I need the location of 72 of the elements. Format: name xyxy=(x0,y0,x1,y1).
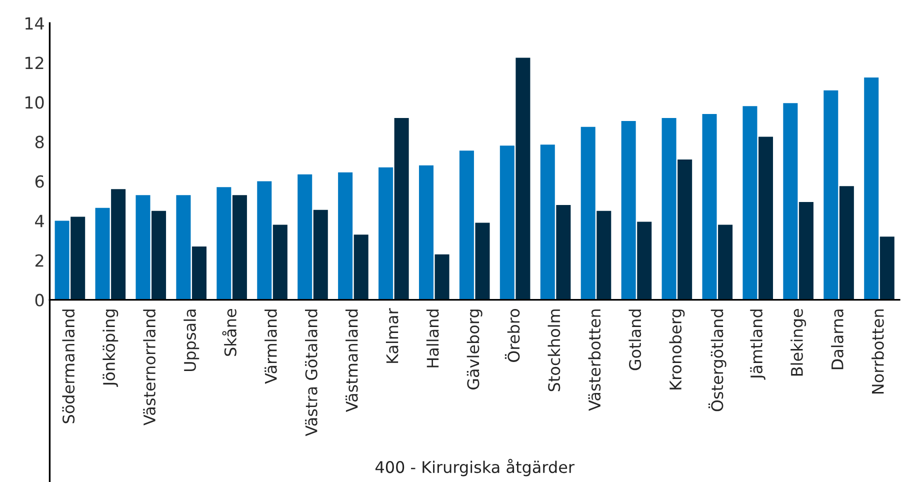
bar xyxy=(702,114,717,300)
bar xyxy=(272,224,288,300)
bar xyxy=(783,103,798,300)
bar xyxy=(394,118,409,300)
bar xyxy=(798,202,814,300)
bar xyxy=(678,159,692,300)
bar xyxy=(136,195,150,300)
bar xyxy=(354,234,368,300)
x-tick-label: Halland xyxy=(426,310,439,368)
x-tick-label: Östergötland xyxy=(708,310,726,412)
x-tick-label: Jämtland xyxy=(750,310,766,380)
x-tick-label: Jönköping xyxy=(102,310,118,387)
x-tick-label: Västmanland xyxy=(345,310,358,412)
y-tick-label: 6 xyxy=(35,175,44,188)
y-tick-label: 0 xyxy=(35,294,44,306)
bar xyxy=(192,246,206,300)
bar xyxy=(70,216,86,300)
x-tick-label: Gävleborg xyxy=(466,310,482,390)
x-tick-label: Södermanland xyxy=(62,310,75,424)
bar xyxy=(111,189,126,300)
bar xyxy=(95,208,110,300)
bar xyxy=(621,120,636,300)
bar xyxy=(152,210,166,300)
y-tick-label: 10 xyxy=(25,96,44,109)
x-tick-label: Dalarna xyxy=(831,310,844,370)
x-tick-label: Kalmar xyxy=(386,308,398,363)
bar xyxy=(176,195,191,300)
bar xyxy=(313,210,328,300)
bar xyxy=(742,106,758,300)
bar xyxy=(864,77,879,300)
bar xyxy=(298,174,312,300)
x-tick-label: Västernorrland xyxy=(143,310,156,426)
x-tick-label: Stockholm xyxy=(548,309,560,392)
bar xyxy=(556,204,571,300)
bar xyxy=(459,150,474,300)
bar xyxy=(662,118,676,300)
bar xyxy=(596,210,612,300)
bar xyxy=(718,224,733,300)
x-tick-label: Blekinge xyxy=(790,308,806,376)
y-tick-label: 4 xyxy=(35,214,44,228)
bar xyxy=(418,165,434,300)
y-tick-label: 8 xyxy=(35,136,44,148)
bar xyxy=(758,136,774,300)
bar xyxy=(216,187,232,300)
bar xyxy=(637,222,652,300)
bar xyxy=(516,58,530,300)
x-tick-label: Västra Götaland xyxy=(305,310,318,436)
bar xyxy=(839,186,854,300)
bar xyxy=(880,236,894,300)
bar xyxy=(540,144,555,300)
bar xyxy=(232,195,247,300)
bar xyxy=(257,181,272,300)
x-tick-label: Kronoberg xyxy=(669,310,685,390)
x-tick-label: Örebro xyxy=(504,309,520,362)
bar xyxy=(824,90,838,300)
bar xyxy=(378,167,394,300)
y-tick-label: 12 xyxy=(25,56,44,69)
x-tick-label: Värmland xyxy=(264,310,277,384)
bar xyxy=(475,222,490,300)
y-tick-label: 2 xyxy=(35,254,44,267)
x-tick-label: Skåne xyxy=(222,308,236,356)
x-tick-label: Gotland xyxy=(628,310,642,370)
x-tick-label: Norrbotten xyxy=(872,309,884,394)
x-axis-title: 400 - Kirurgiska åtgärder xyxy=(375,458,575,476)
bar xyxy=(338,172,353,300)
bar xyxy=(580,126,596,300)
x-tick-label: Uppsala xyxy=(184,310,200,372)
bar xyxy=(434,254,450,300)
bar xyxy=(500,146,514,300)
y-tick-label: 14 xyxy=(25,17,44,30)
bar xyxy=(54,220,70,300)
x-tick-label: Västerbotten xyxy=(588,309,601,411)
